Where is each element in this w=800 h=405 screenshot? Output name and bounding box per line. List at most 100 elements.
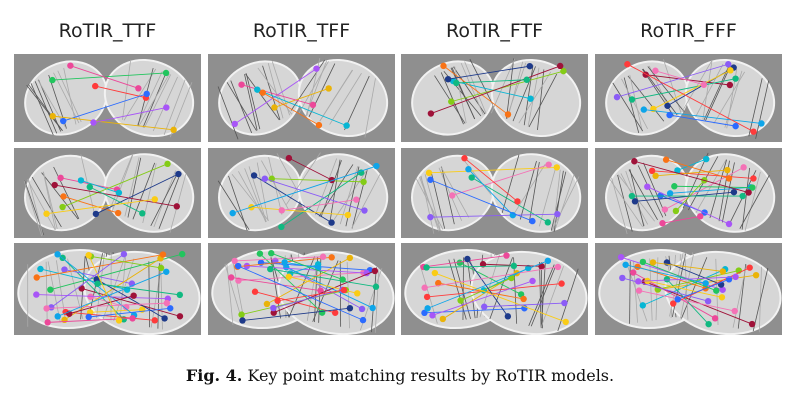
- wing-match-figure: [404, 248, 588, 335]
- match-line: [271, 252, 343, 281]
- wing-vein: [506, 62, 527, 119]
- wing-vein: [540, 262, 543, 329]
- panel-middle-4: [595, 148, 782, 238]
- wing-vein: [681, 257, 708, 319]
- match-line: [647, 186, 730, 225]
- keypoint: [309, 101, 317, 109]
- match-line: [54, 184, 177, 207]
- keypoint: [538, 263, 545, 270]
- wing-vein: [643, 162, 667, 217]
- wing-vein: [553, 170, 564, 232]
- wing-vein: [244, 74, 258, 131]
- keypoint: [256, 250, 264, 257]
- panel-top-4: [595, 54, 782, 142]
- keypoint: [634, 263, 641, 270]
- keypoint: [453, 79, 460, 87]
- keypoint: [251, 288, 259, 295]
- wing-vein: [695, 159, 727, 213]
- match-line: [642, 261, 717, 292]
- wing-vein: [647, 66, 685, 112]
- match-line: [424, 266, 558, 289]
- match-line: [655, 70, 704, 86]
- keypoint: [727, 67, 734, 74]
- keypoint: [479, 261, 487, 268]
- wing-vein: [702, 59, 713, 120]
- wing-vein: [26, 85, 63, 131]
- keypoint: [544, 257, 552, 265]
- keypoint: [346, 304, 354, 312]
- keypoint: [261, 175, 269, 182]
- wing-vein: [96, 253, 105, 318]
- panel-bottom-2: [208, 243, 395, 335]
- keypoint: [449, 192, 456, 199]
- wing-vein: [612, 82, 644, 132]
- keypoint: [278, 223, 285, 231]
- keypoint: [468, 174, 475, 181]
- match-line: [90, 255, 162, 269]
- wing-vein: [628, 169, 658, 221]
- match-line: [251, 206, 348, 216]
- match-line: [270, 268, 377, 288]
- wing-match-figure: [23, 153, 195, 237]
- match-line: [238, 272, 364, 282]
- keypoint: [371, 267, 379, 275]
- keypoint: [123, 303, 130, 311]
- keypoint: [644, 183, 651, 190]
- match-line: [677, 278, 730, 300]
- keypoint: [730, 188, 738, 196]
- keypoint: [285, 154, 293, 162]
- keypoint: [444, 75, 452, 83]
- match-line: [434, 272, 566, 323]
- match-line: [257, 89, 347, 127]
- wing-vein: [490, 58, 516, 114]
- match-line: [266, 257, 351, 305]
- keypoint: [234, 262, 242, 270]
- match-line: [88, 255, 120, 321]
- match-line: [242, 307, 350, 321]
- match-line: [51, 253, 125, 308]
- wing-vein: [138, 73, 170, 127]
- keypoint: [461, 155, 468, 162]
- wing-vein: [230, 80, 253, 134]
- keypoint: [161, 315, 168, 322]
- keypoint: [49, 76, 56, 84]
- match-line: [665, 159, 730, 179]
- match-line: [427, 283, 562, 298]
- keypoint: [732, 75, 739, 82]
- keypoint: [331, 309, 339, 316]
- match-line: [241, 84, 314, 106]
- keypoint: [229, 209, 236, 217]
- keypoint: [624, 61, 631, 68]
- match-line: [643, 109, 762, 124]
- keypoint: [85, 313, 92, 321]
- match-line: [459, 262, 522, 295]
- match-line: [288, 157, 333, 181]
- keypoint: [631, 158, 638, 165]
- keypoint: [315, 121, 323, 129]
- wing-vein: [267, 62, 284, 119]
- keypoint: [51, 181, 58, 189]
- wing-match-figure: [211, 248, 395, 335]
- keypoint: [259, 89, 266, 96]
- match-line: [36, 294, 168, 300]
- wing-vein: [748, 78, 763, 137]
- keypoint: [724, 166, 731, 174]
- match-line: [673, 267, 750, 304]
- match-line: [90, 309, 143, 313]
- keypoint: [700, 81, 708, 88]
- wing-match-figure: [598, 248, 782, 335]
- wing-image-1: [218, 154, 302, 232]
- wing-vein: [441, 166, 455, 225]
- wing-vein: [150, 171, 179, 227]
- keypoint: [619, 274, 626, 282]
- keypoint: [526, 62, 533, 70]
- keypoint: [423, 293, 431, 301]
- wing-image-1: [605, 154, 689, 232]
- keypoint: [425, 169, 433, 177]
- keypoint: [328, 219, 335, 226]
- keypoint: [752, 271, 760, 279]
- wing-vein: [30, 83, 54, 136]
- wing-vein: [453, 258, 471, 319]
- keypoint: [267, 265, 274, 273]
- keypoint: [164, 160, 171, 168]
